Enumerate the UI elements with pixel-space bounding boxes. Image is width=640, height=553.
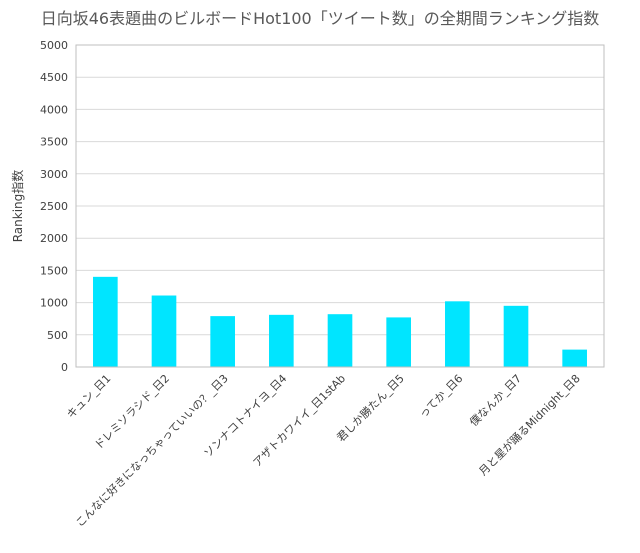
bars bbox=[93, 276, 587, 367]
y-tick-label: 4500 bbox=[40, 71, 68, 84]
bar bbox=[503, 305, 529, 367]
y-tick-label: 3000 bbox=[40, 168, 68, 181]
x-tick-label: ってか_日6 bbox=[417, 372, 466, 421]
bar bbox=[269, 314, 294, 367]
y-tick-label: 0 bbox=[61, 361, 68, 374]
y-tick-label: 1500 bbox=[40, 264, 68, 277]
x-tick-label: キュン_日1 bbox=[64, 372, 113, 421]
bar bbox=[445, 301, 470, 367]
bar bbox=[562, 349, 587, 367]
bar bbox=[151, 295, 177, 367]
y-tick-label: 500 bbox=[47, 329, 68, 342]
plot-frame bbox=[75, 44, 605, 368]
y-tick-label: 3500 bbox=[40, 136, 68, 149]
bar bbox=[93, 276, 118, 367]
y-tick-label: 4000 bbox=[40, 103, 68, 116]
x-tick-label: 月と星が踊るMidnight_日8 bbox=[476, 371, 583, 478]
bar bbox=[386, 317, 411, 367]
chart-title: 日向坂46表題曲のビルボードHot100「ツイート数」の全期間ランキング指数 bbox=[41, 9, 600, 28]
y-tick-label: 5000 bbox=[40, 39, 68, 52]
bar bbox=[210, 316, 235, 367]
x-tick-label: 僕なんか_日7 bbox=[467, 372, 524, 429]
y-tick-label: 2000 bbox=[40, 232, 68, 245]
y-axis-ticks: 0 500 1000 1500 2000 2500 3000 3500 4000 4500 5000 bbox=[40, 39, 68, 374]
y-tick-label: 2500 bbox=[40, 200, 68, 213]
y-tick-label: 1000 bbox=[40, 297, 68, 310]
x-axis-ticks: キュン_日1ドレミソラシド_日2こんなに好きになっちゃっていいの？_日3ソンナコ… bbox=[64, 371, 582, 529]
bar bbox=[327, 314, 353, 367]
y-axis-label: Ranking指数 bbox=[10, 170, 25, 243]
